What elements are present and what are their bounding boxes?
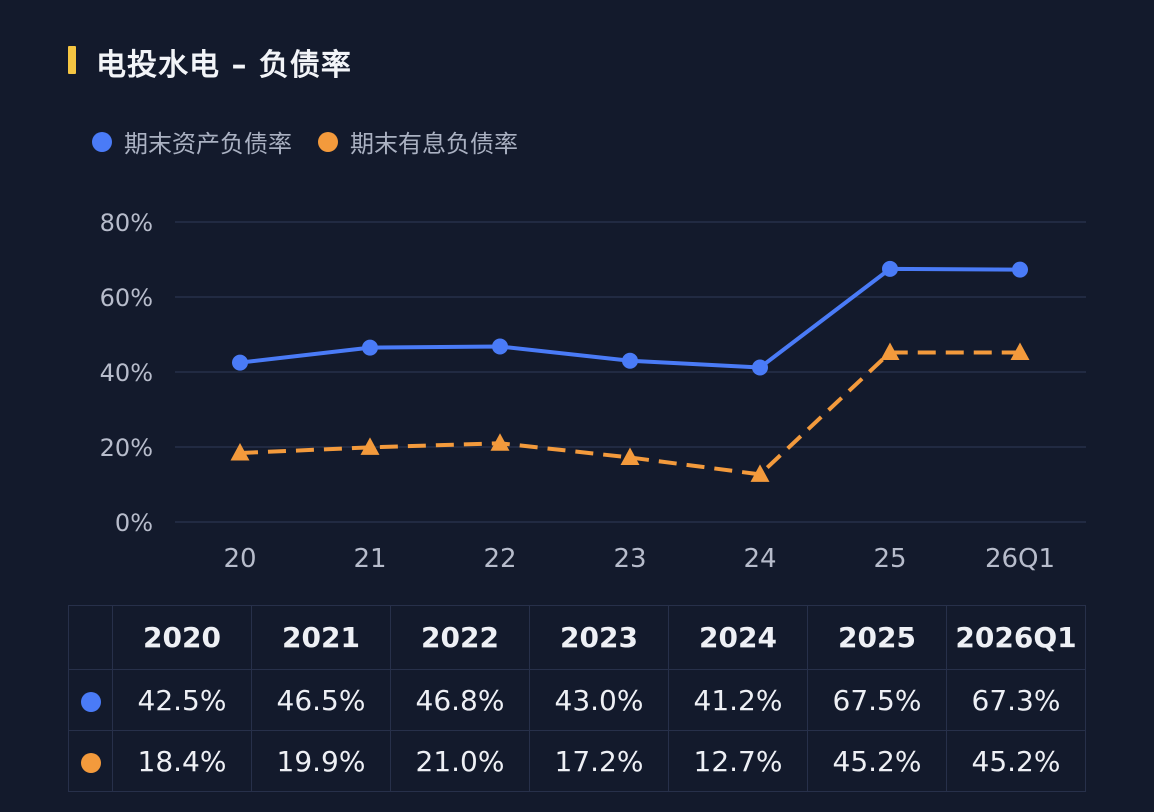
table-header-cell: 2021 <box>251 605 391 670</box>
data-table: 2020 2021 2022 2023 2024 2025 2026Q1 42.… <box>68 605 1086 792</box>
table-cell: 21.0% <box>390 730 530 792</box>
table-cell: 67.5% <box>807 669 947 731</box>
data-point-asset-ratio <box>1012 261 1028 278</box>
chart-legend: 期末资产负债率 期末有息负债率 <box>92 124 518 159</box>
data-point-asset-ratio <box>622 352 638 369</box>
data-point-interest-ratio <box>360 437 380 455</box>
y-tick-label: 40% <box>100 359 153 387</box>
x-tick-label: 26Q1 <box>985 544 1055 574</box>
legend-marker-interest-ratio <box>318 131 338 152</box>
x-tick-label: 20 <box>223 544 256 574</box>
table-header-cell: 2023 <box>529 605 669 670</box>
data-point-interest-ratio <box>880 342 900 360</box>
table-header-row: 2020 2021 2022 2023 2024 2025 2026Q1 <box>68 605 1086 670</box>
table-header-cell: 2020 <box>112 605 252 670</box>
table-cell: 45.2% <box>807 730 947 792</box>
legend-item-interest-ratio[interactable]: 期末有息负债率 <box>318 124 518 159</box>
data-point-asset-ratio <box>752 359 768 376</box>
table-header-cell: 2026Q1 <box>946 605 1086 670</box>
table-cell: 12.7% <box>668 730 808 792</box>
page-title: 电投水电 – 负债率 <box>96 48 352 83</box>
data-point-interest-ratio <box>230 443 250 461</box>
table-cell: 43.0% <box>529 669 669 731</box>
table-cell: 18.4% <box>112 730 252 792</box>
data-point-interest-ratio <box>490 433 510 451</box>
table-corner-cell <box>68 605 113 670</box>
line-chart: 0% 20% 40% 60% 80% 20 21 22 23 24 25 26Q1 <box>100 209 1086 574</box>
x-tick-label: 21 <box>353 544 386 574</box>
data-point-asset-ratio <box>362 339 378 356</box>
table-cell: 46.8% <box>390 669 530 731</box>
y-tick-label: 20% <box>100 434 153 462</box>
legend-marker-asset-ratio <box>92 131 112 152</box>
row-marker-interest-ratio-icon <box>80 752 101 773</box>
table-header-cell: 2024 <box>668 605 808 670</box>
data-point-asset-ratio <box>492 338 508 355</box>
data-point-asset-ratio <box>232 354 248 371</box>
x-tick-label: 24 <box>743 544 776 574</box>
table-cell: 46.5% <box>251 669 391 731</box>
data-point-interest-ratio <box>750 464 770 482</box>
table-cell: 67.3% <box>946 669 1086 731</box>
row-marker-cell <box>68 669 113 731</box>
y-tick-label: 60% <box>100 284 153 312</box>
table-row-asset-ratio: 42.5% 46.5% 46.8% 43.0% 41.2% 67.5% 67.3… <box>68 669 1086 731</box>
data-point-interest-ratio <box>620 447 640 465</box>
legend-item-asset-ratio[interactable]: 期末资产负债率 <box>92 124 292 159</box>
row-marker-asset-ratio-icon <box>80 691 101 712</box>
table-row-interest-ratio: 18.4% 19.9% 21.0% 17.2% 12.7% 45.2% 45.2… <box>68 730 1086 792</box>
table-cell: 42.5% <box>112 669 252 731</box>
y-tick-label: 80% <box>100 209 153 237</box>
table-cell: 19.9% <box>251 730 391 792</box>
table-cell: 45.2% <box>946 730 1086 792</box>
table-cell: 17.2% <box>529 730 669 792</box>
legend-label-asset-ratio: 期末资产负债率 <box>124 130 292 158</box>
x-tick-label: 25 <box>873 544 906 574</box>
table-cell: 41.2% <box>668 669 808 731</box>
legend-label-interest-ratio: 期末有息负债率 <box>350 130 518 158</box>
y-tick-label: 0% <box>115 509 153 537</box>
x-tick-label: 22 <box>483 544 516 574</box>
data-point-asset-ratio <box>882 260 898 277</box>
data-point-interest-ratio <box>1010 342 1030 360</box>
row-marker-cell <box>68 730 113 792</box>
table-header-cell: 2025 <box>807 605 947 670</box>
title-accent-bar <box>68 46 76 74</box>
x-tick-label: 23 <box>613 544 646 574</box>
table-header-cell: 2022 <box>390 605 530 670</box>
